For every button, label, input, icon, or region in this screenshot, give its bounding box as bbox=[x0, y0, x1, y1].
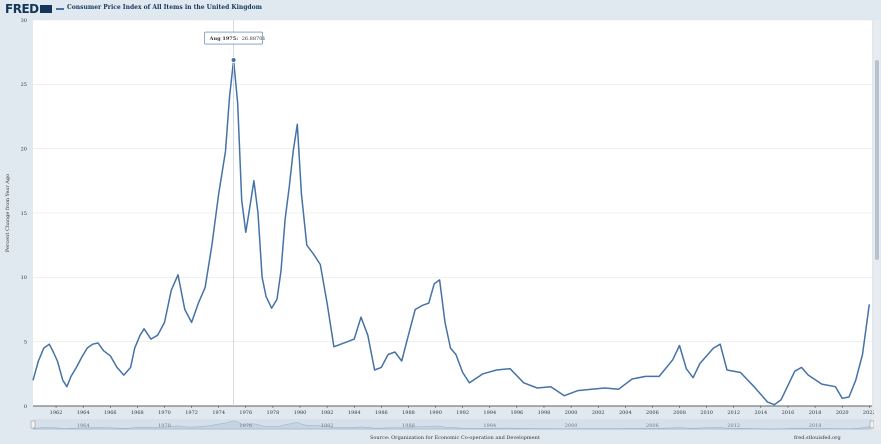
x-tick-label: 1984 bbox=[348, 410, 361, 416]
tooltip-date: Aug 1975: bbox=[209, 36, 239, 42]
x-tick-label: 2008 bbox=[673, 410, 686, 416]
navigator-year-label: 1970 bbox=[158, 423, 171, 429]
x-tick-label: 1998 bbox=[538, 410, 551, 416]
navigator-year-label: 1994 bbox=[483, 423, 496, 429]
x-tick-label: 1972 bbox=[185, 410, 198, 416]
x-tick-label: 1986 bbox=[375, 410, 388, 416]
x-tick-label: 2000 bbox=[565, 410, 578, 416]
x-tick-label: 1978 bbox=[267, 410, 280, 416]
series-line[interactable] bbox=[32, 59, 871, 406]
navigator-year-label: 2000 bbox=[565, 423, 578, 429]
x-tick-label: 1980 bbox=[294, 410, 307, 416]
x-tick-label: 2006 bbox=[646, 410, 659, 416]
navigator-area bbox=[32, 420, 870, 430]
navigator-year-label: 2006 bbox=[646, 423, 659, 429]
x-tick-label: 1964 bbox=[77, 410, 90, 416]
y-tick-label: 15 bbox=[21, 211, 27, 217]
navigator-year-label: 2018 bbox=[809, 423, 822, 429]
fred-credit-link[interactable]: fred.stlouisfed.org bbox=[794, 435, 841, 441]
scrollbar-thumb[interactable] bbox=[875, 60, 879, 260]
x-tick-label: 2020 bbox=[836, 410, 849, 416]
legend-line-swatch bbox=[56, 8, 64, 10]
y-tick-label: 5 bbox=[24, 339, 27, 345]
x-tick-label: 2010 bbox=[700, 410, 713, 416]
x-tick-label: 1970 bbox=[158, 410, 171, 416]
x-tick-label: 1982 bbox=[321, 410, 334, 416]
y-tick-label: 10 bbox=[21, 275, 27, 281]
x-tick-label: 1962 bbox=[50, 410, 63, 416]
x-tick-label: 1990 bbox=[429, 410, 442, 416]
tooltip: Aug 1975: 26.88701 bbox=[204, 31, 266, 45]
navigator-year-label: 2012 bbox=[727, 423, 740, 429]
navigator-labels: 1964 1970 1976 1982 1988 1994 2000 2006 2012 2018 bbox=[77, 423, 822, 429]
x-tick-label: 1968 bbox=[131, 410, 144, 416]
navigator-year-label: 1982 bbox=[321, 423, 334, 429]
navigator-handle-left[interactable] bbox=[30, 420, 36, 429]
navigator-year-label: 1976 bbox=[239, 423, 252, 429]
x-tick-label: 2004 bbox=[619, 410, 632, 416]
series-title: Consumer Price Index of All Items in the… bbox=[67, 4, 262, 11]
y-tick-label: 0 bbox=[24, 404, 27, 410]
highlighted-point[interactable] bbox=[230, 57, 237, 63]
x-tick-label: 2016 bbox=[782, 410, 795, 416]
source-note: Source: Organization for Economic Co-ope… bbox=[370, 435, 540, 441]
x-tick-label: 1974 bbox=[212, 410, 225, 416]
fred-logo[interactable]: FRED bbox=[5, 2, 39, 16]
tooltip-text: Aug 1975: 26.88701 bbox=[209, 36, 266, 42]
x-tick-label: 2022 bbox=[863, 410, 876, 416]
x-tick-label: 1994 bbox=[483, 410, 496, 416]
y-axis: 0 5 10 15 20 25 30 bbox=[21, 18, 27, 410]
navigator-year-label: 1964 bbox=[77, 423, 90, 429]
y-axis-label: Percent Change from Year Ago bbox=[5, 174, 11, 252]
x-tick-label: 1992 bbox=[456, 410, 469, 416]
y-tick-label: 20 bbox=[21, 146, 27, 152]
y-tick-label: 25 bbox=[21, 82, 27, 88]
range-navigator[interactable] bbox=[33, 419, 872, 430]
y-tick-label: 30 bbox=[21, 18, 27, 24]
chart-header: FRED Consumer Price Index of All Items i… bbox=[0, 0, 881, 18]
x-tick-label: 2012 bbox=[727, 410, 740, 416]
x-tick-label: 1976 bbox=[239, 410, 252, 416]
tooltip-box bbox=[204, 31, 263, 45]
x-tick-label: 1996 bbox=[511, 410, 524, 416]
tooltip-value: 26.88701 bbox=[242, 36, 266, 42]
x-tick-label: 2018 bbox=[809, 410, 822, 416]
x-tick-label: 1966 bbox=[104, 410, 117, 416]
navigator-year-label: 1988 bbox=[402, 423, 415, 429]
fred-logo-chart-icon bbox=[40, 5, 52, 13]
x-tick-label: 2014 bbox=[754, 410, 767, 416]
x-tick-label: 2002 bbox=[592, 410, 605, 416]
x-axis: 1962 1964 1966 1968 1970 1972 1974 1976 1978 1980… bbox=[50, 406, 876, 416]
x-tick-label: 1988 bbox=[402, 410, 415, 416]
